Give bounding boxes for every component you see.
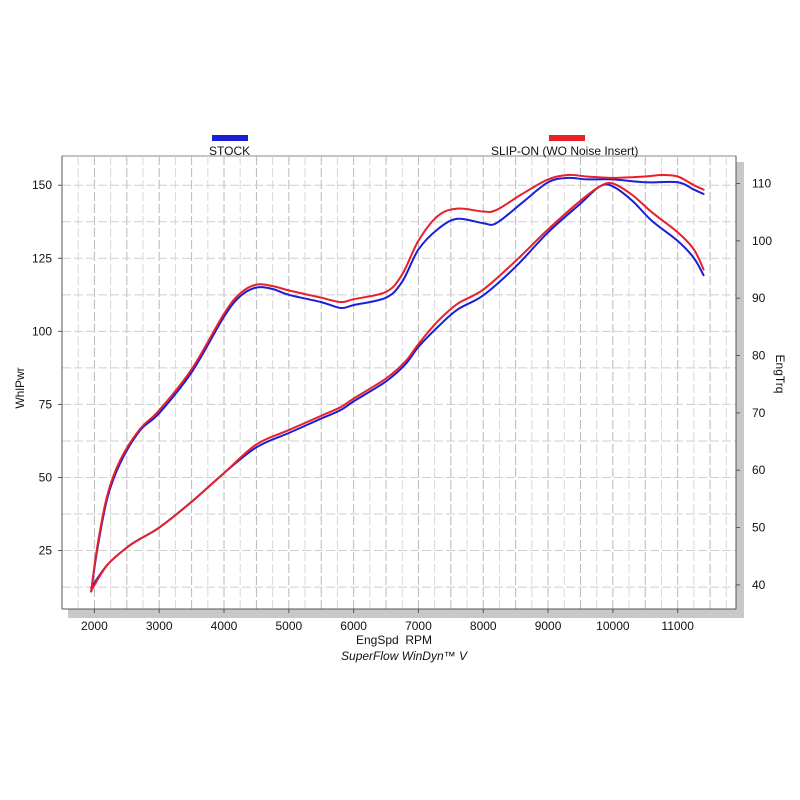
y-left-tick-label: 100 xyxy=(32,324,52,338)
y-left-tick-label: 25 xyxy=(39,544,53,558)
y-left-tick-label: 50 xyxy=(39,470,53,484)
x-tick-label: 8000 xyxy=(470,619,497,633)
grid xyxy=(62,156,736,609)
y-right-tick-label: 50 xyxy=(752,521,766,535)
x-tick-label: 6000 xyxy=(340,619,367,633)
y-right-tick-label: 40 xyxy=(752,578,766,592)
y-left-tick-label: 150 xyxy=(32,178,52,192)
legend-swatch-slipon xyxy=(549,135,585,141)
plot-area xyxy=(61,155,737,610)
x-tick-label: 4000 xyxy=(211,619,238,633)
x-tick-label: 10000 xyxy=(596,619,630,633)
tick-labels: 2000 3000 4000 5000 6000 7000 8000 9000 10000 110… xyxy=(32,177,772,633)
y-right-tick-label: 70 xyxy=(752,406,766,420)
x-tick-label: 9000 xyxy=(535,619,562,633)
legend-swatch-stock xyxy=(212,135,248,141)
legend-label-slipon: SLIP-ON (WO Noise Insert) xyxy=(491,144,638,158)
y-axis-left-title: WhlPwr xyxy=(13,367,27,408)
series-layer xyxy=(90,173,705,593)
y-right-tick-label: 80 xyxy=(752,349,766,363)
x-tick-label: 11000 xyxy=(661,619,694,633)
series-line-slipon-engtrq xyxy=(90,181,705,592)
footer-text: SuperFlow WinDyn™ V xyxy=(341,649,468,663)
y-right-tick-label: 110 xyxy=(752,177,771,191)
y-axis-right-title: EngTrq xyxy=(773,355,787,394)
series-line-slipon-whlpwr xyxy=(90,173,705,593)
x-tick-label: 5000 xyxy=(275,619,302,633)
y-left-tick-label: 125 xyxy=(32,251,52,265)
series-line-stock-whlpwr xyxy=(90,176,705,593)
x-tick-label: 7000 xyxy=(405,619,432,633)
x-tick-label: 3000 xyxy=(146,619,173,633)
y-right-tick-label: 100 xyxy=(752,234,772,248)
x-tick-label: 2000 xyxy=(81,619,108,633)
legend-label-stock: STOCK xyxy=(209,144,250,158)
y-right-tick-label: 60 xyxy=(752,463,766,477)
x-axis-title: EngSpd RPM xyxy=(356,633,432,647)
y-right-tick-label: 90 xyxy=(752,291,766,305)
y-left-tick-label: 75 xyxy=(39,397,53,411)
